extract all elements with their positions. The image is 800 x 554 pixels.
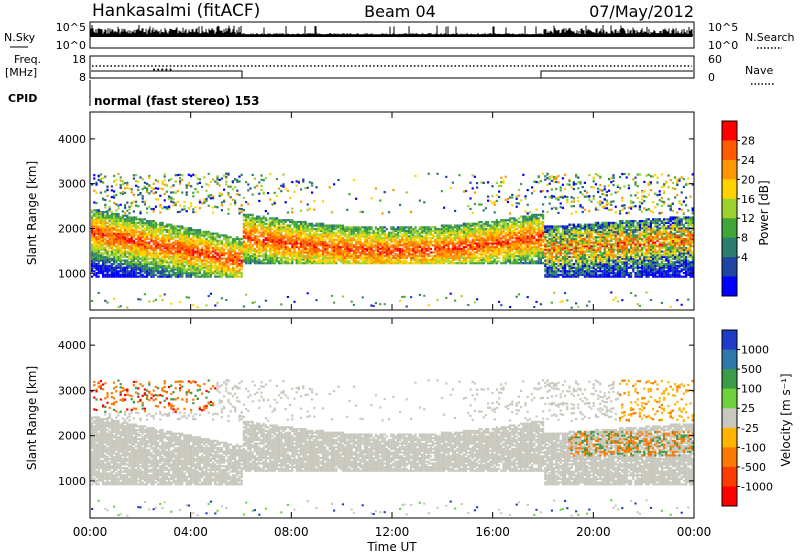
colorbar-swatch bbox=[722, 140, 737, 160]
colorbar-tick: 20 bbox=[741, 173, 755, 186]
power-ylabel: Slant Range [km] bbox=[25, 161, 39, 265]
nsearch-tick-top: 10^5 bbox=[708, 21, 738, 34]
colorbar-swatch bbox=[722, 447, 737, 467]
colorbar-swatch bbox=[722, 121, 737, 141]
colorbar-tick: 25 bbox=[741, 402, 755, 415]
power-colorbar-label: Power [dB] bbox=[757, 180, 771, 245]
colorbar-swatch bbox=[722, 369, 737, 389]
colorbar-tick: 4 bbox=[741, 251, 748, 264]
colorbar-swatch bbox=[722, 467, 737, 487]
freq-tick-bottom: 8 bbox=[79, 71, 86, 84]
nsky-label: N.Sky bbox=[4, 31, 36, 44]
time-tick-label: 16:00 bbox=[475, 525, 510, 539]
colorbar-tick: -25 bbox=[741, 422, 759, 435]
colorbar-swatch bbox=[722, 350, 737, 370]
velocity-colorbar-label: Velocity [m s⁻¹] bbox=[779, 373, 793, 466]
date-label: 07/May/2012 bbox=[589, 2, 694, 21]
ytick-label: 4000 bbox=[58, 339, 86, 352]
colorbar-tick: 16 bbox=[741, 193, 755, 206]
cpid-label: CPID bbox=[8, 92, 37, 105]
colorbar-swatch bbox=[722, 408, 737, 428]
power-panel: 4000 3000 2000 1000 Slant Range [km] 28 24 20… bbox=[25, 112, 771, 310]
freq-unit: [MHz] bbox=[5, 66, 37, 79]
time-tick-label: 00:00 bbox=[677, 525, 712, 539]
colorbar-tick: -500 bbox=[741, 461, 766, 474]
ytick-label: 2000 bbox=[58, 430, 86, 443]
time-tick-label: 12:00 bbox=[375, 525, 410, 539]
time-tick-label: 04:00 bbox=[173, 525, 208, 539]
nsky-tick-bottom: 10^0 bbox=[56, 39, 86, 52]
colorbar-tick: 24 bbox=[741, 154, 755, 167]
time-tick-label: 00:00 bbox=[73, 525, 108, 539]
nsearch-tick-bottom: 10^0 bbox=[708, 39, 738, 52]
velocity-colorbar: 1000 500 100 25 -25 -100 -500 -1000 bbox=[722, 330, 773, 507]
colorbar-swatch bbox=[722, 179, 737, 199]
colorbar-swatch bbox=[722, 238, 737, 258]
colorbar-tick: 500 bbox=[741, 363, 762, 376]
velocity-panel: 4000 3000 2000 1000 Slant Range [km] 1000 50… bbox=[25, 318, 793, 518]
colorbar-swatch bbox=[722, 330, 737, 350]
time-axis-label: Time UT bbox=[366, 540, 417, 554]
freq-panel: ••••• Freq. [MHz] 18 8 60 0 Nave bbox=[5, 53, 774, 84]
colorbar-swatch bbox=[722, 428, 737, 448]
ytick-label: 3000 bbox=[58, 178, 86, 191]
freq-tick-top: 18 bbox=[72, 53, 86, 66]
colorbar-tick: 100 bbox=[741, 383, 762, 396]
cpid-row: CPID normal (fast stereo) 153 bbox=[8, 80, 260, 108]
colorbar-swatch bbox=[722, 389, 737, 409]
nave-tick-top: 60 bbox=[708, 53, 722, 66]
colorbar-swatch bbox=[722, 218, 737, 238]
ytick-label: 1000 bbox=[58, 267, 86, 280]
nsky-tick-top: 10^5 bbox=[56, 21, 86, 34]
time-tick-label: 08:00 bbox=[274, 525, 309, 539]
nsky-bars bbox=[91, 25, 693, 37]
colorbar-tick: -100 bbox=[741, 441, 766, 454]
station-title: Hankasalmi (fitACF) bbox=[92, 1, 260, 21]
colorbar-tick: 28 bbox=[741, 134, 755, 147]
power-data bbox=[91, 173, 694, 309]
colorbar-tick: -1000 bbox=[741, 480, 773, 493]
nave-tick-bottom: 0 bbox=[708, 71, 715, 84]
colorbar-swatch bbox=[722, 277, 737, 297]
ytick-label: 1000 bbox=[58, 475, 86, 488]
nsearch-label: N.Search bbox=[745, 31, 795, 44]
time-tick-label: 20:00 bbox=[576, 525, 611, 539]
colorbar-tick: 1000 bbox=[741, 344, 769, 357]
nave-label: Nave bbox=[745, 64, 773, 77]
colorbar-tick: 8 bbox=[741, 232, 748, 245]
colorbar-swatch bbox=[722, 160, 737, 180]
colorbar-swatch bbox=[722, 486, 737, 506]
velocity-ylabel: Slant Range [km] bbox=[25, 366, 39, 470]
ytick-label: 2000 bbox=[58, 222, 86, 235]
colorbar-tick: 12 bbox=[741, 212, 755, 225]
ytick-label: 3000 bbox=[58, 384, 86, 397]
nsky-panel: N.Sky 10^5 10^0 10^5 10^0 N.Search bbox=[4, 21, 795, 52]
colorbar-swatch bbox=[722, 257, 737, 277]
freq-label: Freq. bbox=[14, 53, 41, 66]
ytick-label: 4000 bbox=[58, 133, 86, 146]
velocity-data bbox=[91, 379, 694, 517]
freq-marks: ••••• bbox=[152, 66, 173, 74]
freq-line bbox=[91, 71, 693, 78]
colorbar-swatch bbox=[722, 199, 737, 219]
cpid-value: normal (fast stereo) 153 bbox=[94, 94, 260, 108]
beam-label: Beam 04 bbox=[364, 2, 436, 21]
power-colorbar: 28 24 20 16 12 8 4 bbox=[722, 121, 755, 297]
